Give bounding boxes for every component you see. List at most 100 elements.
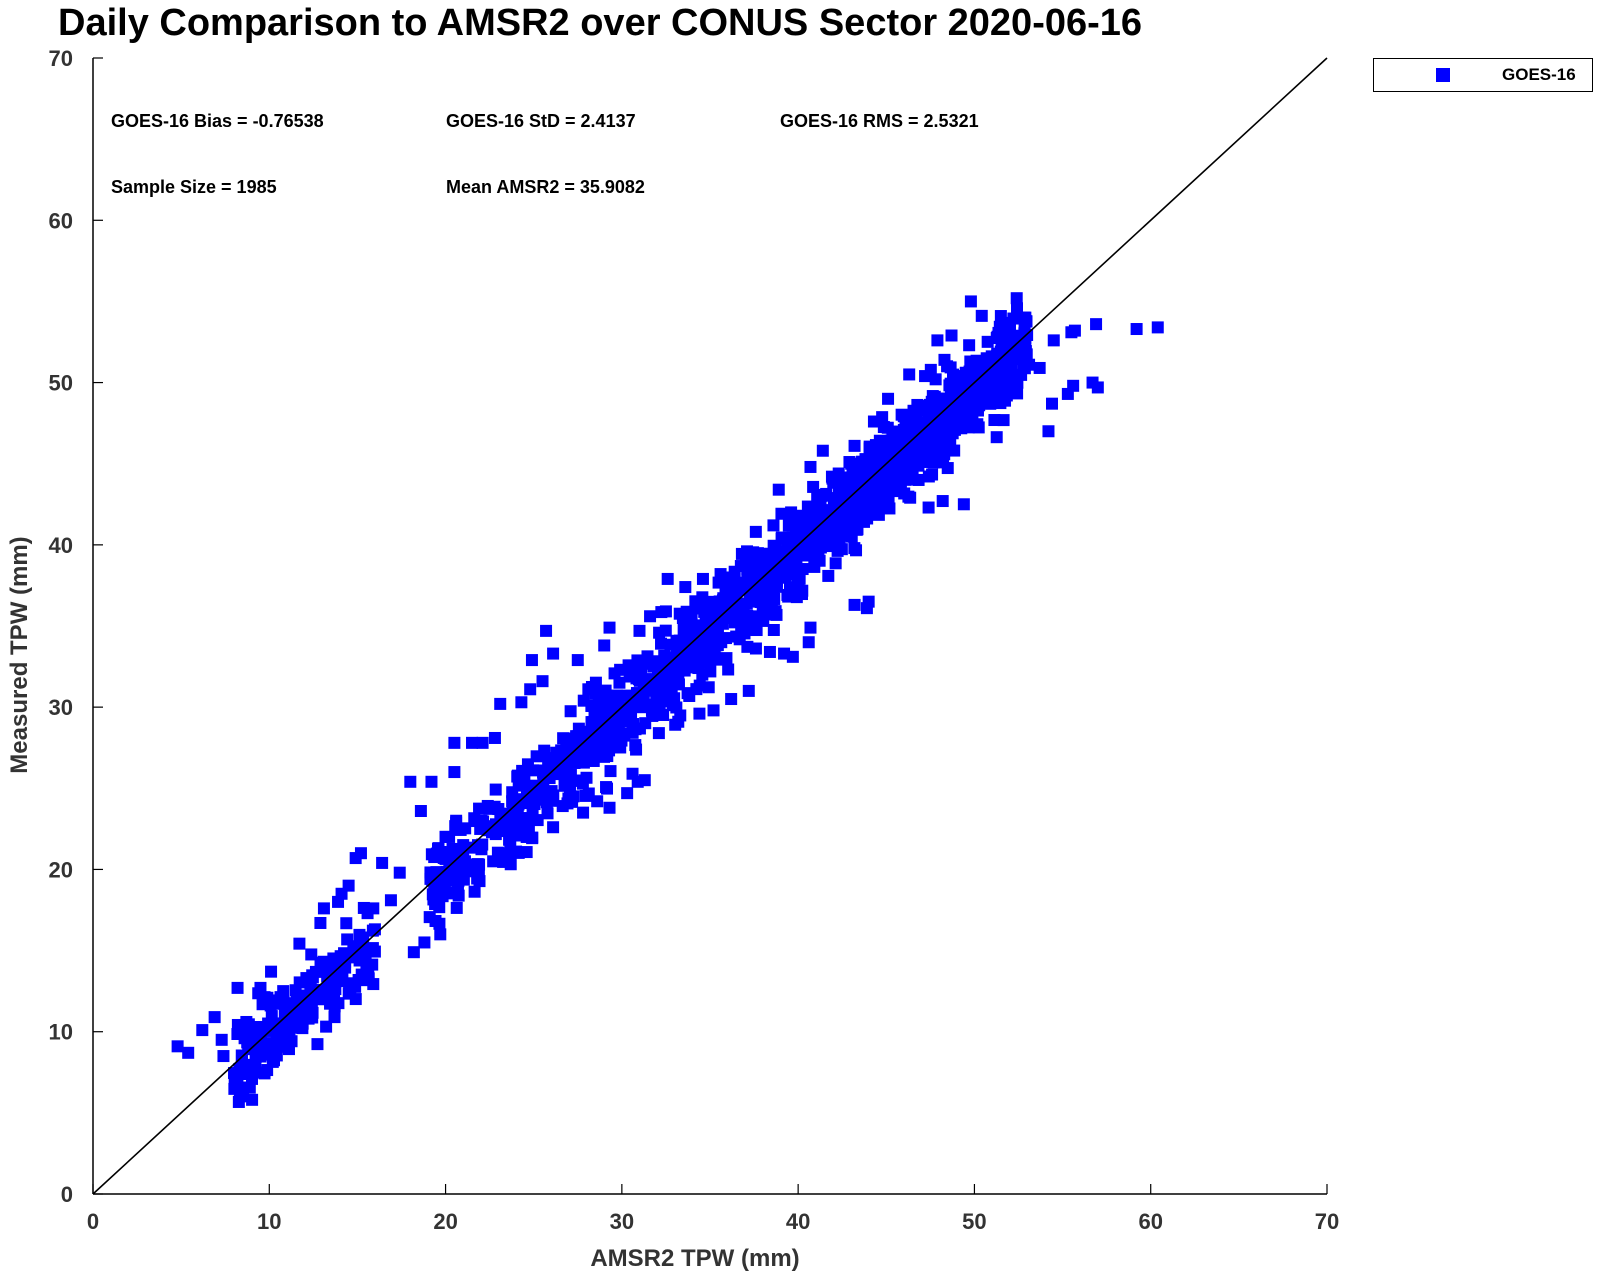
data-point [311,1038,324,1051]
data-point [418,936,431,949]
data-point [328,1011,341,1024]
data-point [620,689,633,702]
data-point [928,446,941,459]
data-point [1013,346,1026,359]
data-point [1067,379,1080,392]
data-point [804,621,817,634]
data-point [376,856,389,869]
data-point [558,779,571,792]
data-point [476,736,489,749]
data-point [827,521,840,534]
data-point [685,661,698,674]
data-point [972,421,985,434]
legend-label: GOES-16 [1502,65,1576,84]
data-point [367,902,380,915]
data-point [487,855,500,868]
data-point [753,591,766,604]
data-point [725,693,738,706]
x-tick-label: 10 [257,1209,281,1234]
data-point [530,750,543,763]
data-point [937,421,950,434]
data-point [1010,302,1023,315]
data-point [1042,425,1055,438]
data-point [314,916,327,929]
data-point [986,386,999,399]
data-point [647,698,660,711]
data-point [541,807,554,820]
data-point [660,658,673,671]
data-point [873,466,886,479]
x-tick-label: 30 [610,1209,634,1234]
data-point [702,600,715,613]
data-point [922,501,935,514]
y-tick-label: 40 [49,533,73,558]
data-point [644,610,657,623]
data-point [512,779,525,792]
data-point [525,654,538,667]
y-axis-label: Measured TPW (mm) [6,536,33,773]
data-point [963,404,976,417]
data-point [254,981,267,994]
data-point [747,569,760,582]
data-point [434,845,447,858]
data-point [448,766,461,779]
y-tick-label: 0 [61,1182,73,1207]
data-point [936,495,949,508]
sample-size-annotation: Sample Size = 1985 [111,177,277,197]
data-point [208,1011,221,1024]
data-point [243,1022,256,1035]
data-point [306,1011,319,1024]
data-point [234,1081,247,1094]
data-point [837,507,850,520]
data-point [912,473,925,486]
data-point [261,991,274,1004]
chart-title: Daily Comparison to AMSR2 over CONUS Sec… [58,2,1143,44]
data-point [696,572,709,585]
data-point [846,515,859,528]
data-point [349,993,362,1006]
data-point [1015,368,1028,381]
axes: 0 10 20 30 40 50 60 70 0 10 20 30 40 50 60 70 [49,46,1340,1234]
data-point [786,584,799,597]
data-point [453,870,466,883]
data-point [488,731,501,744]
x-tick-label: 70 [1315,1209,1339,1234]
data-point [235,1049,248,1062]
data-point [948,444,961,457]
data-point [231,981,244,994]
data-point [704,665,717,678]
data-point [466,736,479,749]
data-point [457,839,470,852]
data-point [804,460,817,473]
data-point [604,734,617,747]
data-point [673,607,686,620]
data-point [863,442,876,455]
data-point [340,917,353,930]
data-point [603,801,616,814]
data-point [672,715,685,728]
data-point [720,652,733,665]
data-point [246,1093,259,1106]
data-point [1151,321,1164,334]
data-point [604,765,617,778]
data-point [944,377,957,390]
data-point [614,663,627,676]
data-point [1045,397,1058,410]
data-point [362,964,375,977]
data-point [357,901,370,914]
data-point [595,696,608,709]
one-to-one-line [92,57,1328,1195]
data-point [320,1020,333,1033]
data-point [652,727,665,740]
data-point [510,845,523,858]
data-point [446,842,459,855]
data-point [586,742,599,755]
data-point [730,630,743,643]
data-point [404,775,417,788]
data-point [706,613,719,626]
data-point [423,911,436,924]
data-point [300,972,313,985]
data-point [625,664,638,677]
data-point [629,739,642,752]
data-point [603,714,616,727]
